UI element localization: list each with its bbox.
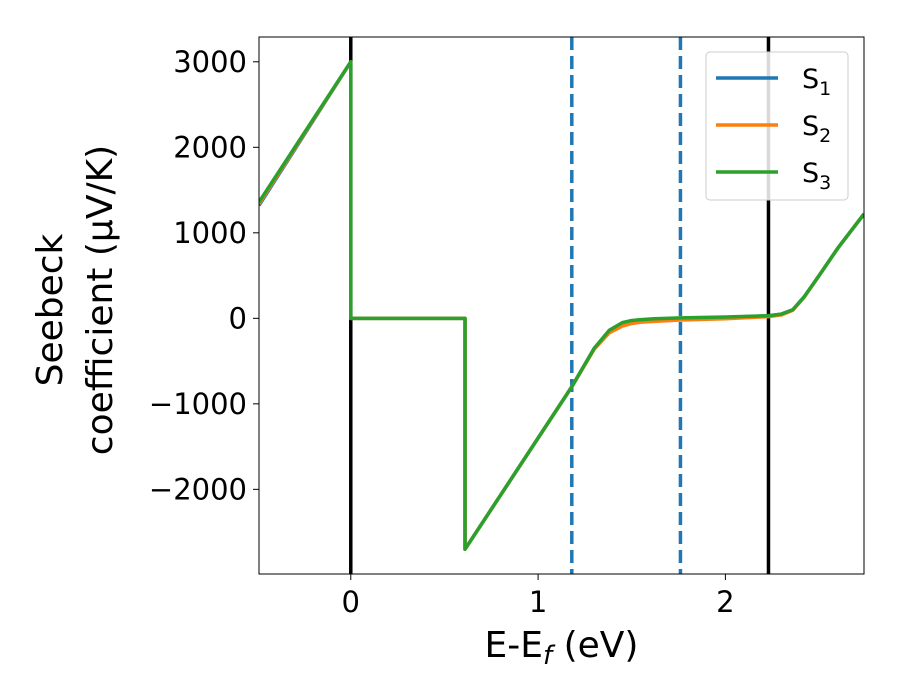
x-axis-label-unit: (eV) <box>552 625 638 666</box>
x-tick-label: 2 <box>716 585 734 619</box>
y-tick-label: 1000 <box>173 216 247 250</box>
legend-label-s2: S2 <box>802 111 831 147</box>
x-axis-label: E-Ef (eV) <box>485 625 639 671</box>
y-tick-label: 2000 <box>173 130 247 164</box>
x-tick-label: 0 <box>342 585 360 619</box>
legend-label-s3: S3 <box>802 158 831 194</box>
y-axis-label-line2: coefficient (μV/K) <box>80 145 121 455</box>
y-tick-label: 3000 <box>173 45 247 79</box>
ticks-layer: 0 1 2 3000 2000 1000 0 −1000 −2000 <box>149 45 735 619</box>
legend-label-s1: S1 <box>802 64 831 100</box>
y-tick-label: −2000 <box>149 472 247 506</box>
y-axis-label: Seebeck coefficient (μV/K) <box>30 145 121 455</box>
x-tick-label: 1 <box>529 585 547 619</box>
x-axis-label-main: E-E <box>485 625 543 666</box>
legend: S1 S2 S3 <box>705 51 849 201</box>
plot-frame <box>258 36 865 575</box>
y-tick-label: −1000 <box>149 387 247 421</box>
y-axis-label-line1: Seebeck <box>30 233 71 386</box>
legend-items: S1 S2 S3 <box>716 64 831 194</box>
y-tick-label: 0 <box>229 301 247 335</box>
series-line-s3 <box>259 60 864 551</box>
